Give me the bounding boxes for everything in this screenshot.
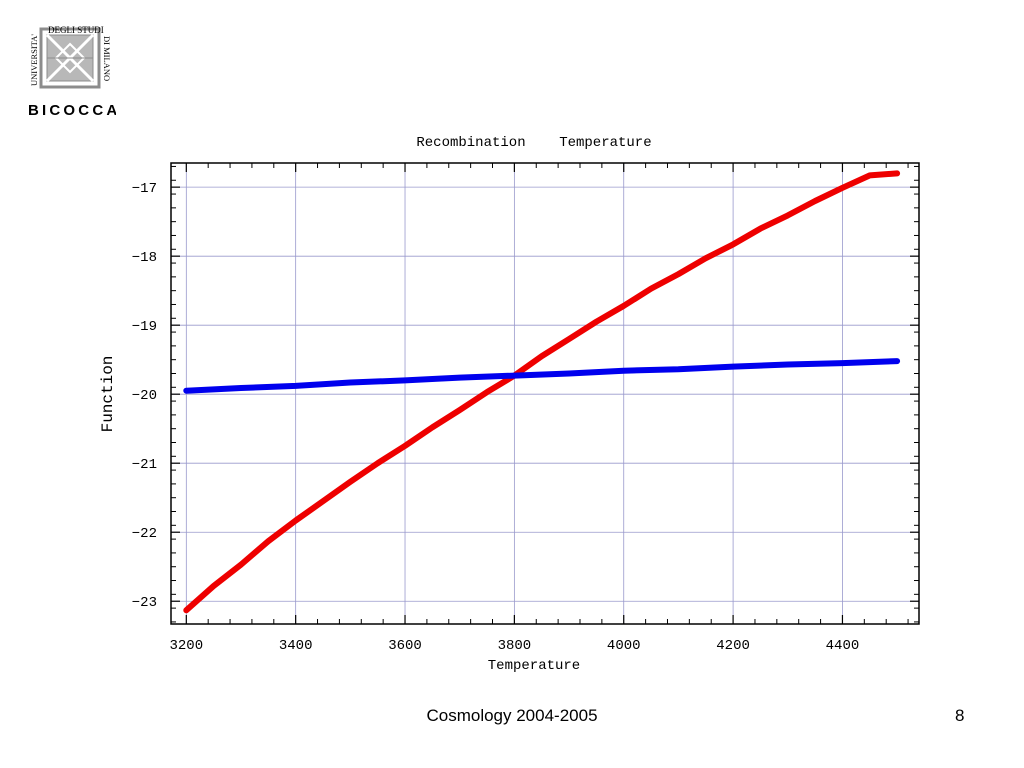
axis-ticks [171,163,919,624]
x-tick-label: 4000 [607,638,641,654]
grid [171,163,919,624]
plot-frame [170,162,920,625]
y-tick-labels: −17 −18 −19 −20 −21 −22 −23 [132,181,157,611]
x-tick-labels: 3200 3400 3600 3800 4000 4200 4400 [170,638,860,654]
y-tick-label: −23 [132,595,157,611]
footer-title: Cosmology 2004-2005 [426,706,598,725]
series-line-blue [183,358,901,394]
logo-right-text: DI MILANO [102,36,112,81]
page-number: 8 [955,706,965,725]
logo-top-text: DEGLI STUDI [48,25,104,35]
x-tick-label: 3800 [498,638,532,654]
y-tick-label: −17 [132,181,157,197]
y-tick-label: −22 [132,526,157,542]
x-tick-label: 3200 [170,638,204,654]
y-tick-label: −19 [132,319,157,335]
y-tick-label: −21 [132,457,157,473]
university-logo: DEGLI STUDI UNIVERSITA' DI MILANO BICOCC… [28,25,116,119]
x-tick-label: 3600 [388,638,422,654]
logo-emblem [39,27,101,89]
chart-title: Recombination Temperature [416,135,651,151]
y-tick-label: −20 [132,388,157,404]
x-tick-label: 4400 [826,638,860,654]
x-tick-label: 3400 [279,638,313,654]
y-tick-label: −18 [132,250,157,266]
logo-bottom-text: BICOCCA [28,102,116,119]
logo-left-text: UNIVERSITA' [29,34,39,86]
x-tick-label: 4200 [716,638,750,654]
y-axis-label: Function [99,356,117,433]
series-line-red [183,170,901,614]
plot-series [183,170,901,614]
x-axis-label: Temperature [488,658,580,674]
